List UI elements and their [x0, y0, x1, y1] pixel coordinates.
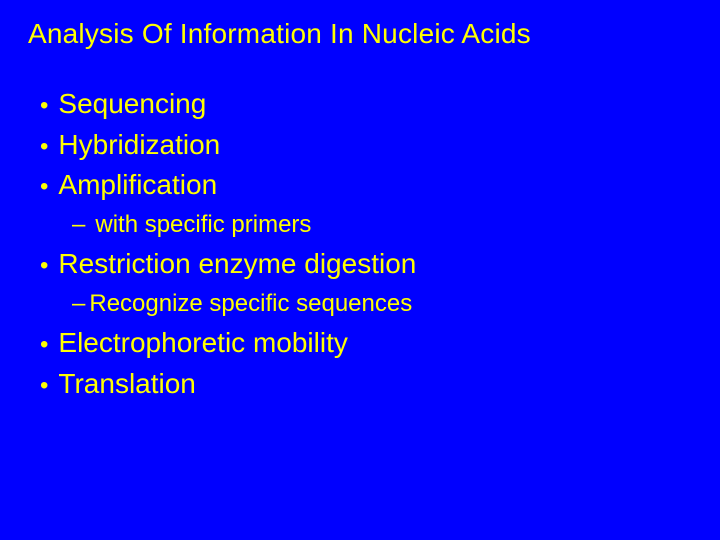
dash-icon: –: [72, 285, 85, 323]
bullet-icon: •: [40, 248, 48, 284]
list-item: • Amplification: [40, 165, 692, 206]
bullet-label: Amplification: [58, 165, 217, 206]
bullet-label: Hybridization: [58, 125, 220, 166]
slide-title: Analysis Of Information In Nucleic Acids: [28, 18, 692, 50]
list-item: • Sequencing: [40, 84, 692, 125]
list-item: • Restriction enzyme digestion: [40, 244, 692, 285]
bullet-label: Restriction enzyme digestion: [58, 244, 416, 285]
list-item: • Electrophoretic mobility: [40, 323, 692, 364]
bullet-icon: •: [40, 368, 48, 404]
bullet-icon: •: [40, 129, 48, 165]
bullet-icon: •: [40, 169, 48, 205]
sub-label: Recognize specific sequences: [89, 285, 412, 323]
bullet-icon: •: [40, 327, 48, 363]
sub-label: with specific primers: [95, 206, 311, 244]
sub-list-item: – with specific primers: [40, 206, 692, 244]
list-item: • Translation: [40, 364, 692, 405]
bullet-label: Translation: [58, 364, 195, 405]
bullet-label: Electrophoretic mobility: [58, 323, 347, 364]
slide-content: • Sequencing • Hybridization • Amplifica…: [28, 84, 692, 404]
bullet-icon: •: [40, 88, 48, 124]
sub-list-item: – Recognize specific sequences: [40, 285, 692, 323]
dash-icon: –: [72, 206, 85, 244]
list-item: • Hybridization: [40, 125, 692, 166]
bullet-label: Sequencing: [58, 84, 206, 125]
